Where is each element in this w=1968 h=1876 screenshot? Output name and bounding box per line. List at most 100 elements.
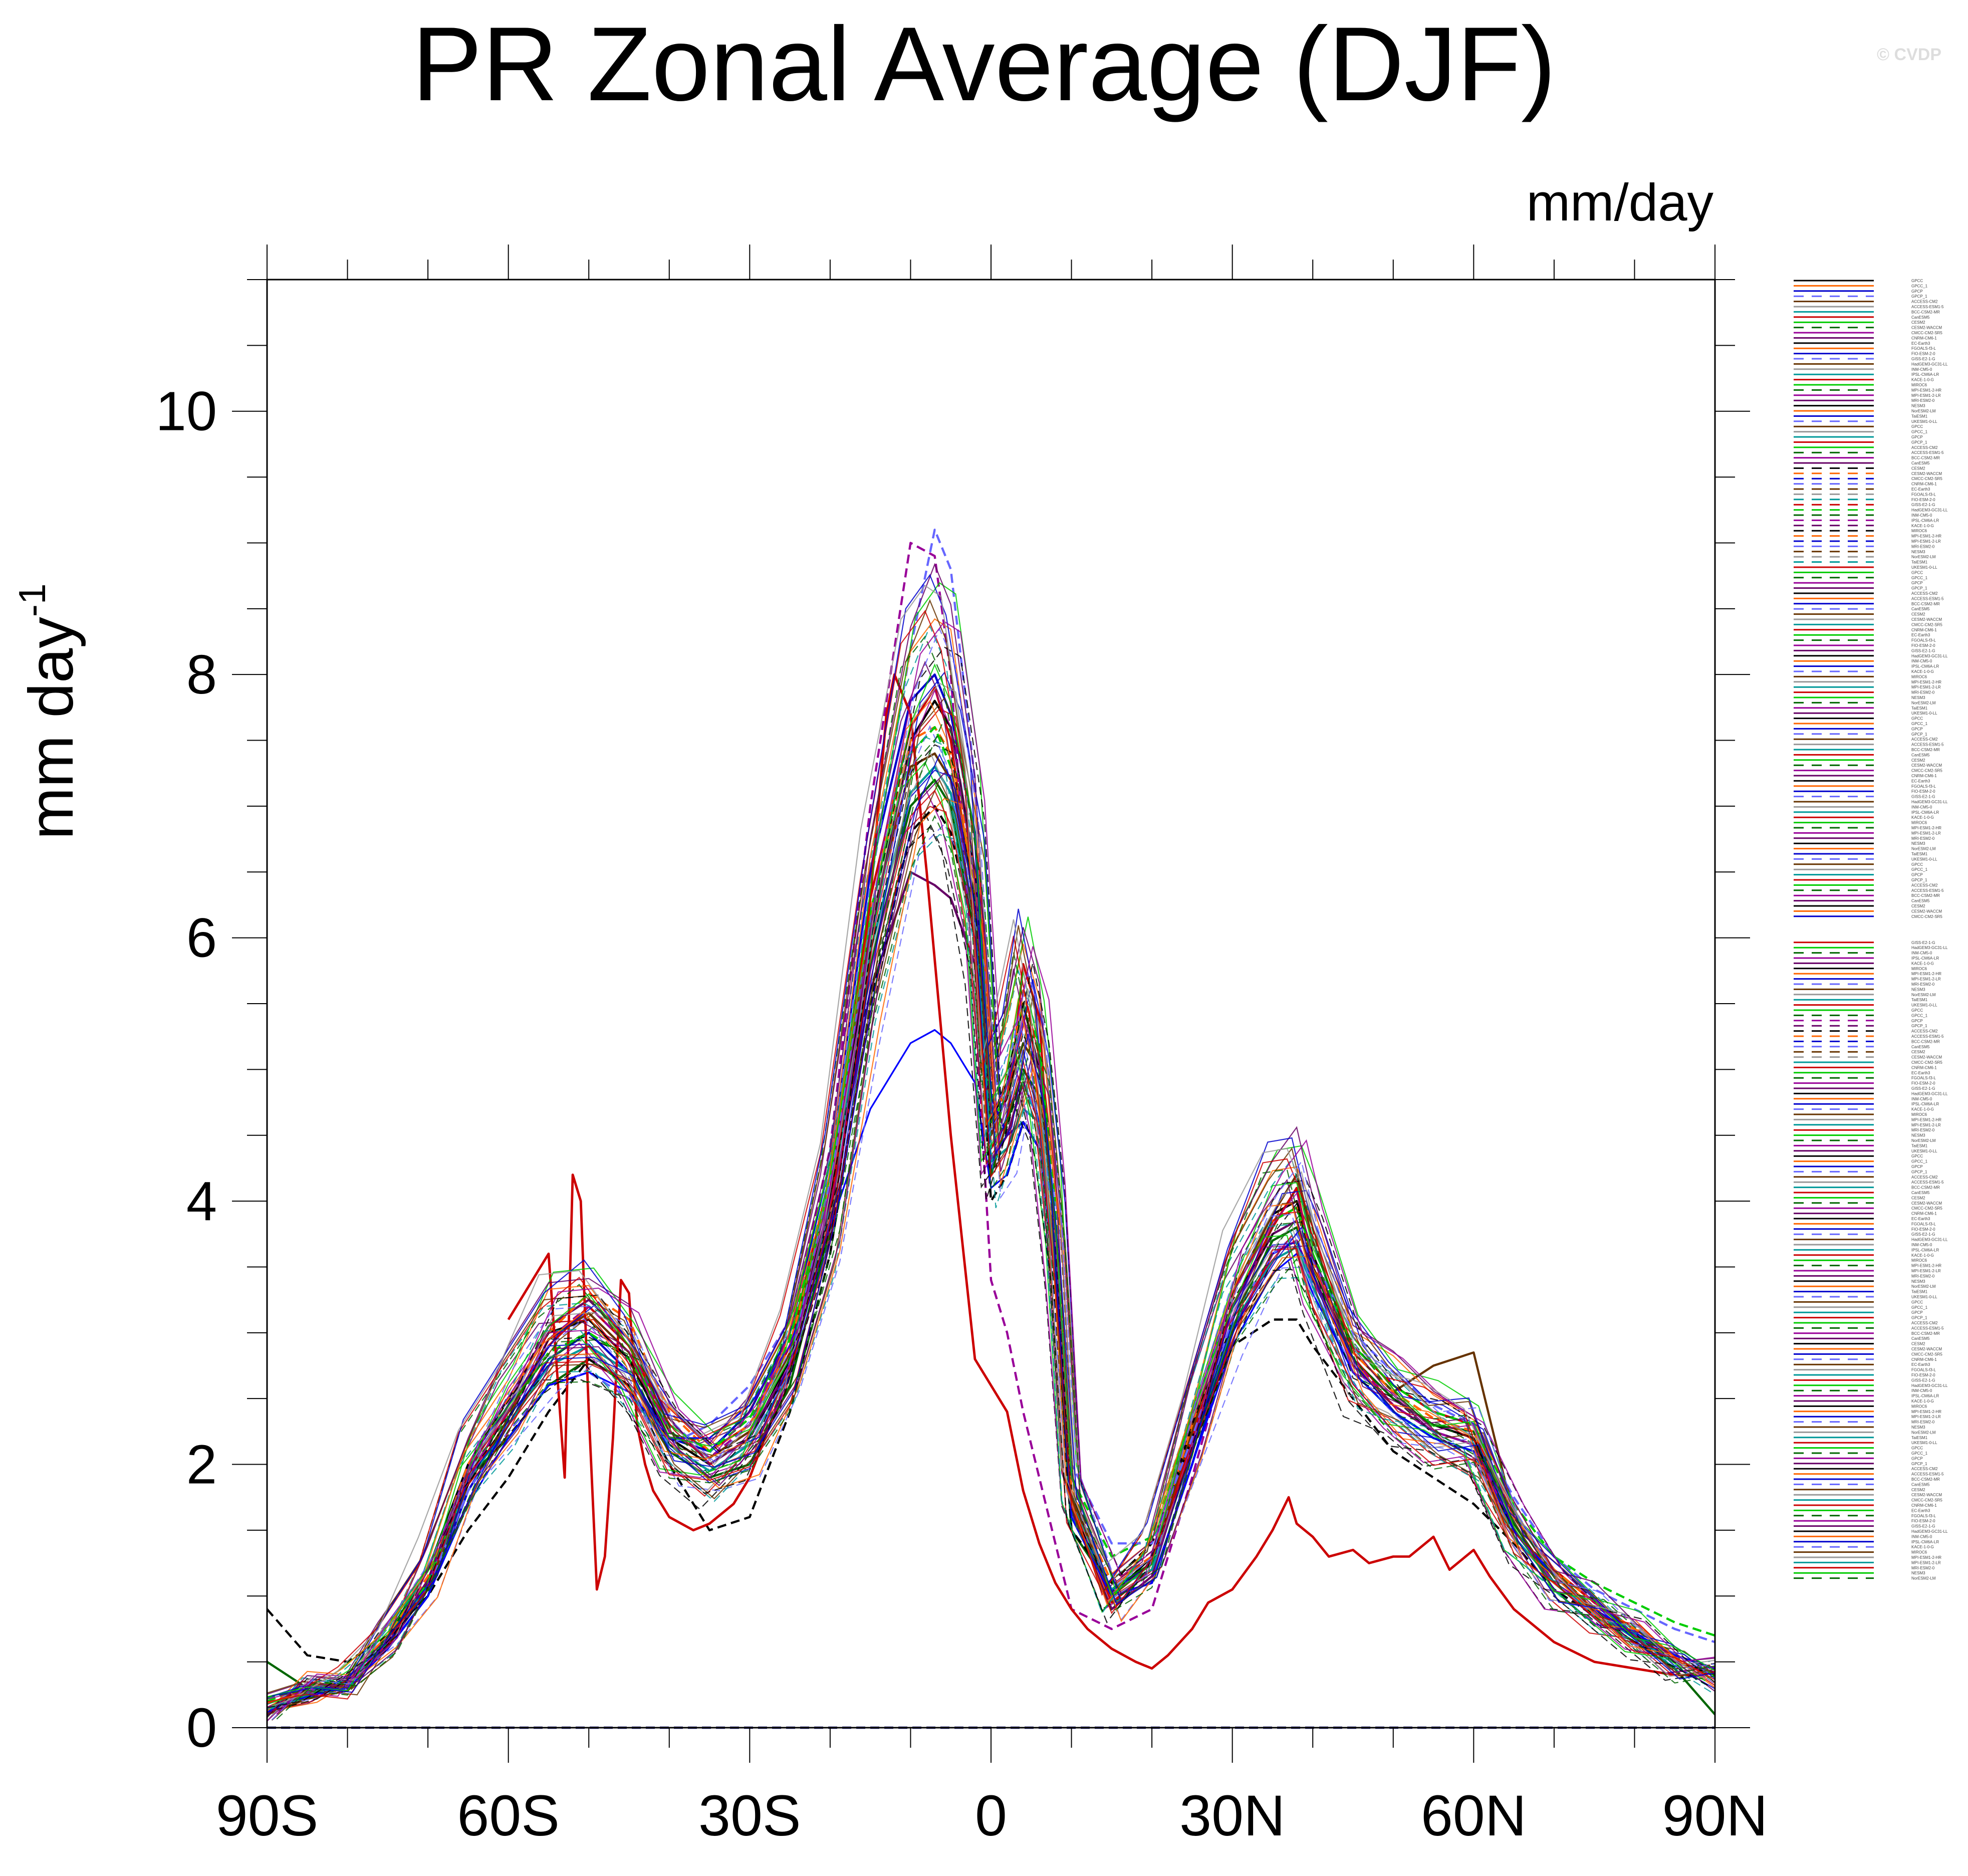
ensemble-line-7 — [267, 624, 1710, 1718]
legend-label: UKESM1-0-LL — [1911, 1149, 1937, 1153]
ensemble-line-27 — [267, 574, 1710, 1699]
legend-label: UKESM1-0-LL — [1911, 711, 1937, 716]
legend-label: EC-Earth3 — [1911, 1217, 1930, 1221]
ensemble-line-5 — [277, 697, 1715, 1701]
legend-label: CESM2-WACCM — [1911, 617, 1942, 622]
legend-label: GPCC — [1911, 862, 1923, 867]
legend-label: KACE-1-0-G — [1911, 1399, 1934, 1403]
units-label: mm/day — [1527, 173, 1714, 232]
legend-label: NorESM2-LM — [1911, 555, 1936, 559]
x-tick-label: 60N — [1421, 1784, 1527, 1848]
legend-label: MIROC6 — [1911, 1112, 1927, 1117]
legend-label: MPI-ESM1-2-LR — [1911, 1560, 1941, 1565]
legend-label: GPCP — [1911, 1019, 1923, 1023]
legend-label: MIROC6 — [1911, 1404, 1927, 1409]
ensemble-line-12 — [267, 750, 1710, 1722]
legend-label: CanESM5 — [1911, 753, 1930, 757]
series-line-11 — [267, 528, 1715, 1705]
series-line-14 — [507, 673, 1715, 1677]
legend-label: FIO-ESM-2-0 — [1911, 643, 1935, 648]
legend-label: GPCP_1 — [1911, 1462, 1927, 1466]
legend-label: KACE-1-0-G — [1911, 815, 1934, 820]
legend-label: NorESM2-LM — [1911, 993, 1936, 997]
legend-label: MPI-ESM1-2-HR — [1911, 1117, 1941, 1122]
y-axis-label: mm day-1 — [11, 583, 86, 839]
legend-label: CESM2-WACCM — [1911, 763, 1942, 768]
legend-label: KACE-1-0-G — [1911, 524, 1934, 528]
legend-label: MIROC6 — [1911, 674, 1927, 679]
legend-label: FGOALS-f3-L — [1911, 784, 1936, 789]
legend-label: HadGEM3-GC31-LL — [1911, 1529, 1948, 1534]
legend-label: FIO-ESM-2-0 — [1911, 1227, 1935, 1232]
legend-label: NorESM2-LM — [1911, 1138, 1936, 1143]
legend-label: MPI-ESM1-2-LR — [1911, 831, 1941, 835]
legend-label: NESM3 — [1911, 550, 1925, 554]
legend-label: MRI-ESM2-0 — [1911, 1420, 1935, 1425]
legend-label: GPCP — [1911, 727, 1923, 731]
legend-label: CESM2 — [1911, 758, 1925, 763]
legend-label: UKESM1-0-LL — [1911, 1441, 1937, 1445]
series-line-1 — [267, 699, 1715, 1709]
legend-label: NESM3 — [1911, 404, 1925, 408]
ensemble-line-17 — [267, 599, 1710, 1694]
x-tick-label: 90N — [1662, 1784, 1768, 1848]
legend-label: MIROC6 — [1911, 821, 1927, 825]
legend-label: IPSL-CM6A-LR — [1911, 664, 1939, 669]
ensemble-line-9 — [272, 582, 1715, 1706]
ensemble-line-14 — [272, 708, 1715, 1711]
svg-text:mm day-1: mm day-1 — [11, 583, 86, 839]
legend-label: FGOALS-f3-L — [1911, 492, 1936, 497]
legend-label: CNRM-CM6-1 — [1911, 774, 1937, 778]
legend-label: BCC-CSM2-MR — [1911, 748, 1940, 752]
legend: GPCCGPCC_1GPCPGPCP_1ACCESS-CM2ACCESS-ESM… — [1794, 279, 1948, 1581]
ensemble-line-4 — [272, 733, 1715, 1707]
series-line-10 — [267, 726, 1715, 1703]
legend-label: CESM2-WACCM — [1911, 326, 1942, 330]
legend-label: BCC-CSM2-MR — [1911, 602, 1940, 606]
legend-label: CESM2 — [1911, 612, 1925, 617]
legend-label: CanESM5 — [1911, 315, 1930, 320]
legend-label: CESM2 — [1911, 1342, 1925, 1346]
ensemble-line-28 — [267, 815, 1715, 1698]
legend-label: KACE-1-0-G — [1911, 1107, 1934, 1112]
legend-label: GPCP_1 — [1911, 440, 1927, 444]
legend-label: GPCC — [1911, 570, 1923, 575]
legend-label: CESM2-WACCM — [1911, 1347, 1942, 1351]
legend-label: GPCC_1 — [1911, 1451, 1928, 1456]
legend-label: INM-CM5-0 — [1911, 805, 1932, 809]
legend-label: ACCESS-CM2 — [1911, 1467, 1938, 1471]
legend-label: IPSL-CM6A-LR — [1911, 1394, 1939, 1398]
legend-label: MRI-ESM2-0 — [1911, 836, 1935, 841]
legend-label: FGOALS-f3-L — [1911, 1076, 1936, 1080]
legend-label: NESM3 — [1911, 841, 1925, 846]
legend-label: NorESM2-LM — [1911, 700, 1936, 705]
ensemble-line-25 — [277, 646, 1715, 1710]
legend-label: GPCC — [1911, 1446, 1923, 1451]
x-tick-label: 30S — [698, 1784, 801, 1848]
legend-label: CMCC-CM2-SR5 — [1911, 1060, 1942, 1065]
legend-label: KACE-1-0-G — [1911, 669, 1934, 674]
ensemble-line-35 — [276, 621, 1715, 1715]
ensemble-line-15 — [277, 671, 1715, 1706]
legend-label: INM-CM5-0 — [1911, 367, 1932, 372]
ensemble-line-24 — [271, 682, 1715, 1716]
legend-label: IPSL-CM6A-LR — [1911, 956, 1939, 961]
legend-label: MPI-ESM1-2-HR — [1911, 1555, 1941, 1560]
legend-label: NorESM2-LM — [1911, 847, 1936, 851]
legend-label: TaiESM1 — [1911, 706, 1928, 711]
ensemble-line-40 — [276, 717, 1715, 1720]
legend-label: INM-CM5-0 — [1911, 1534, 1932, 1539]
legend-label: EC-Earth3 — [1911, 1071, 1930, 1075]
legend-label: GPCP — [1911, 1456, 1923, 1461]
x-tick-label: 30N — [1179, 1784, 1285, 1848]
legend-label: FGOALS-f3-L — [1911, 638, 1936, 643]
legend-label: ACCESS-CM2 — [1911, 300, 1938, 304]
legend-label: ACCESS-ESM1-5 — [1911, 1034, 1944, 1039]
legend-label: FGOALS-f3-L — [1911, 1514, 1936, 1518]
legend-label: KACE-1-0-G — [1911, 1545, 1934, 1549]
y-tick-label: 10 — [156, 381, 217, 442]
legend-label: UKESM1-0-LL — [1911, 1003, 1937, 1008]
legend-label: CESM2 — [1911, 320, 1925, 325]
legend-label: GPCP — [1911, 1310, 1923, 1315]
